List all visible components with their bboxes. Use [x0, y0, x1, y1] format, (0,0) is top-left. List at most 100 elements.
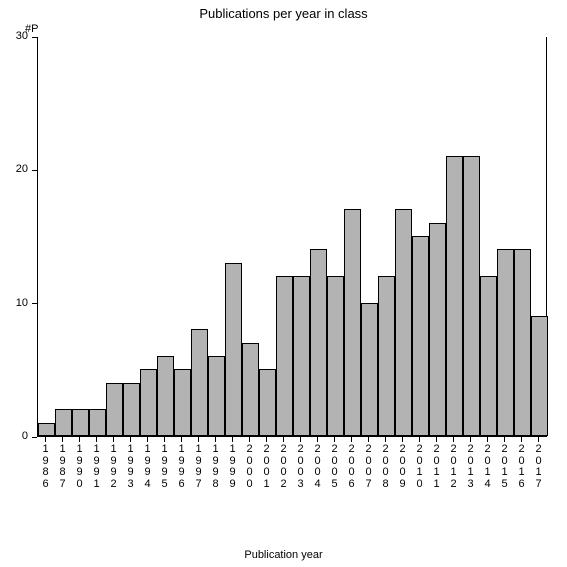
x-tick-label: 2 0 0 3 [295, 444, 307, 490]
x-tick [300, 437, 301, 442]
x-tick [130, 437, 131, 442]
x-tick [249, 437, 250, 442]
x-tick-label: 1 9 9 7 [193, 444, 205, 490]
x-tick-label: 2 0 0 5 [329, 444, 341, 490]
bar [89, 409, 105, 436]
x-tick [215, 437, 216, 442]
x-tick-label: 2 0 0 4 [312, 444, 324, 490]
x-tick [113, 437, 114, 442]
y-tick [32, 303, 37, 304]
x-tick-label: 2 0 1 7 [533, 444, 545, 490]
bar [106, 383, 122, 436]
x-tick-label: 1 9 9 5 [159, 444, 171, 490]
x-tick-label: 2 0 0 8 [380, 444, 392, 490]
x-tick [504, 437, 505, 442]
x-tick [62, 437, 63, 442]
y-tick [32, 170, 37, 171]
x-tick-label: 2 0 1 4 [482, 444, 494, 490]
x-tick-label: 2 0 1 3 [465, 444, 477, 490]
bar [293, 276, 309, 436]
bar [259, 369, 275, 436]
bar [208, 356, 224, 436]
x-tick-label: 1 9 8 6 [40, 444, 52, 490]
x-tick-label: 2 0 0 6 [346, 444, 358, 490]
bar [310, 249, 326, 436]
x-tick-label: 2 0 0 7 [363, 444, 375, 490]
bar [429, 223, 445, 436]
x-tick-label: 1 9 9 2 [108, 444, 120, 490]
y-tick [32, 437, 37, 438]
bar [327, 276, 343, 436]
bar [480, 276, 496, 436]
x-tick-label: 2 0 1 1 [431, 444, 443, 490]
x-tick [470, 437, 471, 442]
x-tick [198, 437, 199, 442]
bar [344, 209, 360, 436]
x-tick [487, 437, 488, 442]
x-tick-label: 2 0 1 5 [499, 444, 511, 490]
bar [378, 276, 394, 436]
x-tick [419, 437, 420, 442]
x-tick [96, 437, 97, 442]
bar [123, 383, 139, 436]
bar [174, 369, 190, 436]
bar [497, 249, 513, 436]
x-axis-label: Publication year [0, 549, 567, 561]
bar [395, 209, 411, 436]
y-tick [32, 37, 37, 38]
y-tick-label: 30 [4, 30, 28, 42]
x-tick [402, 437, 403, 442]
x-tick [436, 437, 437, 442]
x-tick-label: 1 9 8 7 [57, 444, 69, 490]
x-tick-label: 2 0 1 0 [414, 444, 426, 490]
x-tick [164, 437, 165, 442]
bar [72, 409, 88, 436]
x-tick-label: 2 0 0 1 [261, 444, 273, 490]
bar [361, 303, 377, 436]
y-tick-label: 0 [4, 430, 28, 442]
bar [38, 423, 54, 436]
x-tick-label: 1 9 9 0 [74, 444, 86, 490]
x-tick-label: 1 9 9 9 [227, 444, 239, 490]
x-tick [79, 437, 80, 442]
bar [242, 343, 258, 436]
bar [191, 329, 207, 436]
x-tick-label: 2 0 0 9 [397, 444, 409, 490]
x-tick-label: 2 0 1 2 [448, 444, 460, 490]
chart-title: Publications per year in class [0, 6, 567, 21]
x-tick-label: 1 9 9 3 [125, 444, 137, 490]
bar [514, 249, 530, 436]
x-tick [521, 437, 522, 442]
x-tick [453, 437, 454, 442]
bar [531, 316, 547, 436]
x-tick-label: 2 0 1 6 [516, 444, 528, 490]
x-tick [334, 437, 335, 442]
bar [157, 356, 173, 436]
plot-area [37, 37, 547, 437]
x-tick-label: 1 9 9 6 [176, 444, 188, 490]
x-tick-label: 2 0 0 2 [278, 444, 290, 490]
x-tick-label: 2 0 0 0 [244, 444, 256, 490]
bar [225, 263, 241, 436]
x-tick [232, 437, 233, 442]
bar [412, 236, 428, 436]
y-tick-label: 10 [4, 297, 28, 309]
bar [276, 276, 292, 436]
x-tick [538, 437, 539, 442]
x-tick [317, 437, 318, 442]
bar [55, 409, 71, 436]
x-tick [45, 437, 46, 442]
bar [463, 156, 479, 436]
x-tick-label: 1 9 9 4 [142, 444, 154, 490]
bar [446, 156, 462, 436]
x-tick [385, 437, 386, 442]
x-tick [368, 437, 369, 442]
y-tick-label: 20 [4, 163, 28, 175]
x-tick [351, 437, 352, 442]
x-tick [181, 437, 182, 442]
chart-container: Publications per year in class #P Public… [0, 0, 567, 567]
x-tick-label: 1 9 9 8 [210, 444, 222, 490]
x-tick [266, 437, 267, 442]
x-tick [147, 437, 148, 442]
x-tick-label: 1 9 9 1 [91, 444, 103, 490]
